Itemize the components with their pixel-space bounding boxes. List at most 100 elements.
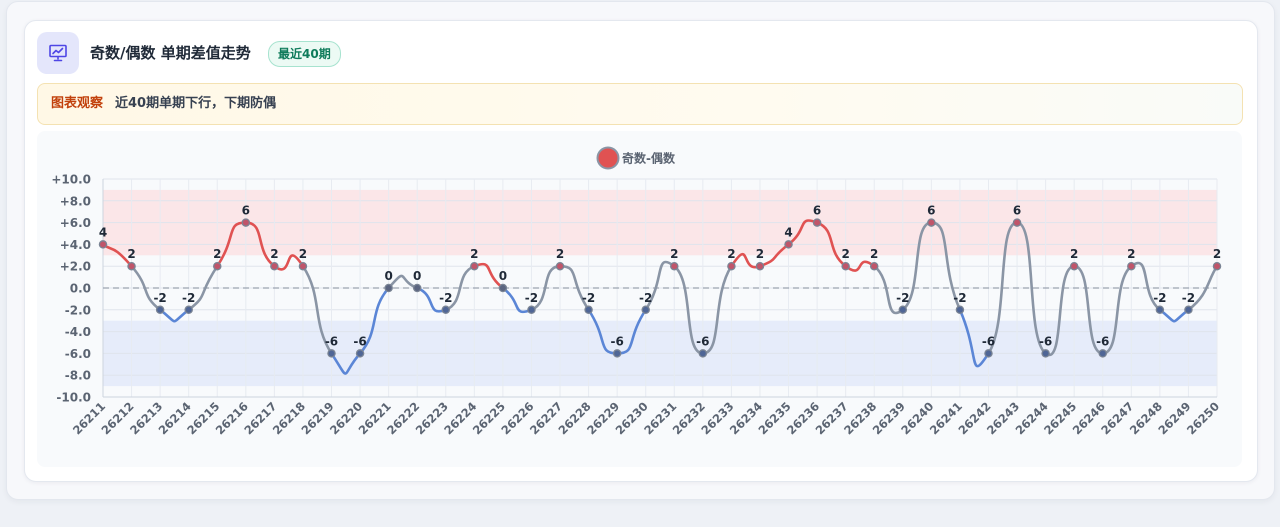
- line-segment: [701, 264, 733, 355]
- data-label: 6: [242, 204, 250, 218]
- y-tick-label: 0.0: [70, 282, 91, 296]
- data-label: -6: [610, 334, 623, 348]
- data-label: -6: [325, 334, 338, 348]
- insight-label: 图表观察: [51, 96, 104, 111]
- data-label: -2: [525, 291, 538, 305]
- line-segment: [1015, 221, 1047, 355]
- line-segment: [1101, 264, 1133, 355]
- y-tick-label: -4.0: [65, 325, 91, 339]
- data-label: 0: [384, 269, 392, 283]
- line-segment: [215, 221, 248, 268]
- data-label: 2: [470, 247, 478, 261]
- line-segment: [244, 221, 276, 268]
- data-point: [841, 261, 850, 271]
- data-label: 2: [270, 247, 278, 261]
- line-segment: [1187, 264, 1219, 312]
- data-point: [527, 305, 536, 315]
- line-segment: [415, 286, 448, 313]
- line-segment: [358, 286, 390, 355]
- data-point: [241, 218, 251, 227]
- data-label: -2: [582, 291, 595, 305]
- line-segment: [530, 264, 562, 312]
- line-segment: [587, 308, 619, 355]
- line-segment: [1072, 264, 1105, 355]
- data-label: -6: [1039, 334, 1052, 348]
- data-label: -2: [153, 291, 166, 305]
- y-tick-label: -10.0: [56, 391, 91, 405]
- line-segment: [672, 264, 705, 355]
- data-point: [612, 349, 622, 358]
- data-label: 2: [870, 247, 878, 261]
- data-label: 6: [813, 204, 821, 218]
- data-point: [1184, 305, 1193, 315]
- period-badge: 最近40期: [268, 41, 341, 67]
- line-segment: [1130, 262, 1162, 312]
- data-point: [869, 261, 879, 271]
- y-tick-label: +6.0: [60, 216, 91, 230]
- line-segment: [844, 260, 876, 272]
- y-tick-label: +4.0: [60, 238, 91, 252]
- data-point: [1041, 349, 1050, 358]
- line-segment: [901, 221, 933, 312]
- data-point: [412, 283, 422, 293]
- line-chart: +10.0 +8.0 +6.0 +4.0 +2.0 0.0 -2.0 -4.0 -6.0 -8.0…: [51, 146, 1222, 437]
- data-label: -2: [1153, 291, 1166, 305]
- data-point: [927, 218, 936, 227]
- data-point: [441, 305, 451, 315]
- line-segment: [130, 264, 162, 312]
- y-tick-label: -8.0: [65, 369, 91, 383]
- data-point: [1098, 349, 1107, 358]
- line-segment: [1158, 308, 1190, 323]
- insight-text: 近40期单期下行，下期防偶: [115, 96, 277, 111]
- data-label: -2: [639, 291, 652, 305]
- line-segment: [558, 264, 590, 312]
- data-point: [898, 305, 908, 315]
- insight-banner: 图表观察 近40期单期下行，下期防偶: [37, 83, 1243, 125]
- data-point: [698, 349, 708, 358]
- data-label: -2: [1182, 291, 1195, 305]
- y-tick-label: +2.0: [60, 260, 91, 274]
- data-point: [1127, 261, 1136, 271]
- data-point: [498, 283, 508, 293]
- data-label: 2: [727, 247, 735, 261]
- data-label: 2: [299, 247, 307, 261]
- data-label: -2: [953, 291, 966, 305]
- data-point: [641, 305, 650, 315]
- data-label: -6: [353, 334, 366, 348]
- line-segment: [158, 308, 190, 323]
- data-label: 4: [99, 225, 107, 239]
- chart-icon-box: [37, 32, 79, 74]
- data-point: [955, 305, 965, 315]
- line-segment: [787, 219, 819, 246]
- data-point: [812, 218, 822, 227]
- data-point: [784, 240, 793, 249]
- data-label: -2: [182, 291, 195, 305]
- data-point: [155, 305, 165, 315]
- line-segment: [1044, 264, 1076, 357]
- y-tick-label: +8.0: [60, 194, 91, 208]
- data-label: 0: [499, 269, 507, 283]
- line-segment: [330, 352, 362, 375]
- data-point: [755, 261, 765, 271]
- line-segment: [958, 308, 990, 368]
- data-label: 2: [1127, 247, 1135, 261]
- data-point: [327, 349, 336, 358]
- chart-area: +10.0 +8.0 +6.0 +4.0 +2.0 0.0 -2.0 -4.0 -6.0 -8.0…: [37, 131, 1242, 467]
- data-point: [1155, 305, 1165, 315]
- data-label: 2: [1070, 247, 1078, 261]
- x-tick-label: 26250: [1184, 399, 1222, 437]
- data-label: -2: [896, 291, 909, 305]
- legend-label: 奇数-偶数: [622, 151, 676, 166]
- data-point: [670, 261, 679, 271]
- data-label: 2: [556, 247, 564, 261]
- data-point: [1012, 218, 1022, 227]
- data-point: [384, 283, 393, 293]
- data-point: [584, 305, 593, 315]
- data-point: [98, 240, 108, 249]
- line-segment: [872, 264, 905, 314]
- y-tick-label: -2.0: [65, 303, 91, 317]
- presentation-chart-icon: [49, 44, 67, 62]
- line-segment: [301, 264, 333, 355]
- y-tick-label: -6.0: [65, 347, 91, 361]
- data-label: 2: [841, 247, 849, 261]
